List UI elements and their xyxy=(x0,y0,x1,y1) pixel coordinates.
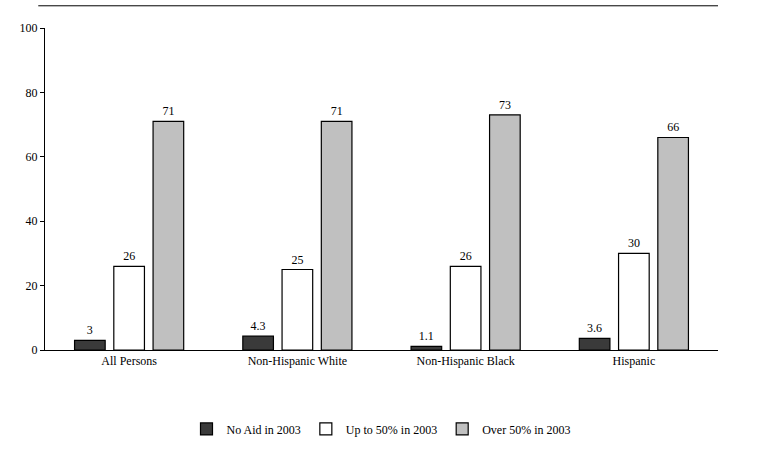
svg-text:80: 80 xyxy=(26,86,38,100)
svg-text:30: 30 xyxy=(628,236,640,250)
svg-text:40: 40 xyxy=(26,214,38,228)
svg-text:Up to 50% in 2003: Up to 50% in 2003 xyxy=(346,423,437,437)
svg-text:4.3: 4.3 xyxy=(251,319,266,333)
svg-text:3.6: 3.6 xyxy=(587,321,602,335)
svg-text:26: 26 xyxy=(460,249,472,263)
svg-text:All Persons: All Persons xyxy=(101,354,157,368)
svg-text:Non-Hispanic White: Non-Hispanic White xyxy=(248,354,347,368)
svg-text:66: 66 xyxy=(667,120,679,134)
svg-text:60: 60 xyxy=(26,150,38,164)
svg-text:Over 50% in 2003: Over 50% in 2003 xyxy=(482,423,570,437)
svg-text:71: 71 xyxy=(331,104,343,118)
svg-text:25: 25 xyxy=(291,253,303,267)
svg-text:1.1: 1.1 xyxy=(419,329,434,343)
svg-text:3: 3 xyxy=(87,323,93,337)
svg-text:71: 71 xyxy=(162,104,174,118)
svg-text:0: 0 xyxy=(32,343,38,357)
svg-text:20: 20 xyxy=(26,279,38,293)
svg-text:Hispanic: Hispanic xyxy=(613,354,656,368)
svg-text:100: 100 xyxy=(20,21,38,35)
svg-text:26: 26 xyxy=(123,249,135,263)
svg-text:No Aid in 2003: No Aid in 2003 xyxy=(227,423,301,437)
svg-text:73: 73 xyxy=(499,98,511,112)
svg-text:Non-Hispanic Black: Non-Hispanic Black xyxy=(416,354,514,368)
